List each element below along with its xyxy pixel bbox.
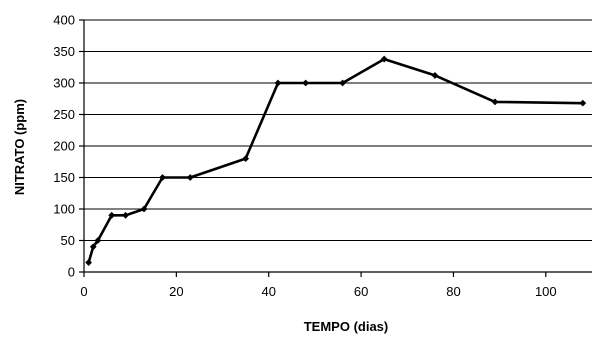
data-point xyxy=(108,211,116,219)
x-tick-label: 20 xyxy=(169,284,183,299)
data-point xyxy=(159,174,166,181)
y-tick-label: 200 xyxy=(53,139,75,154)
y-tick-label: 400 xyxy=(53,13,75,28)
data-point xyxy=(122,211,129,219)
y-tick-label: 100 xyxy=(53,202,75,217)
data-point xyxy=(94,237,102,244)
data-point xyxy=(242,155,250,162)
x-tick-label: 60 xyxy=(354,284,368,299)
data-point xyxy=(186,174,194,181)
y-tick-label: 150 xyxy=(53,170,75,185)
y-axis-title: NITRATO (ppm) xyxy=(12,99,27,195)
x-tick-label: 80 xyxy=(446,284,460,299)
x-tick-label: 0 xyxy=(80,284,87,299)
data-point xyxy=(89,243,97,251)
y-tick-label: 300 xyxy=(53,76,75,91)
tick-labels: 0 50 100 150 200 250 300 350 400 0 20 40 60 80 100 xyxy=(53,13,556,300)
data-point xyxy=(274,79,282,87)
data-point xyxy=(339,79,347,87)
y-tick-label: 50 xyxy=(61,233,75,248)
data-point xyxy=(431,72,439,79)
x-tick-label: 40 xyxy=(261,284,275,299)
data-point xyxy=(579,99,587,107)
y-tick-label: 350 xyxy=(53,44,75,59)
data-point xyxy=(85,259,93,266)
y-tick-label: 0 xyxy=(68,265,75,280)
series-line xyxy=(87,57,583,263)
data-point xyxy=(302,79,310,87)
x-tick-label: 100 xyxy=(535,284,557,299)
axes xyxy=(79,19,592,277)
x-axis-title: TEMPO (dias) xyxy=(304,319,389,334)
data-point xyxy=(380,55,388,63)
gridlines xyxy=(84,19,592,241)
data-point xyxy=(491,98,499,106)
data-point xyxy=(140,205,148,213)
series-layer xyxy=(85,55,587,266)
y-tick-label: 250 xyxy=(53,107,75,122)
